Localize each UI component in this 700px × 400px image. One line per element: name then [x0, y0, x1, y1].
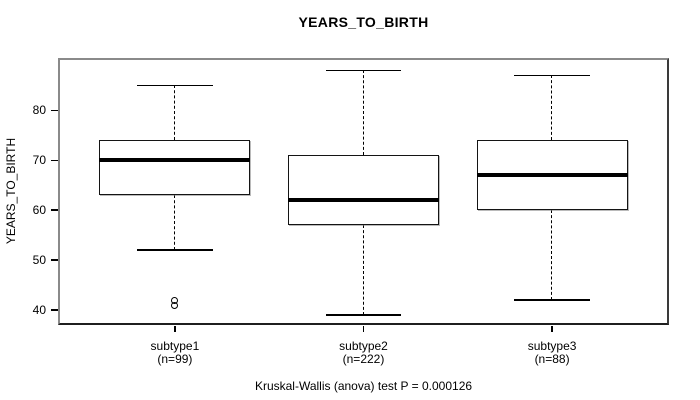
stat-test-caption: Kruskal-Wallis (anova) test P = 0.000126	[254, 379, 473, 393]
x-group-label: subtype3 (n=88)	[477, 340, 627, 366]
upper-whisker-line	[174, 85, 176, 141]
iqr-box	[99, 140, 251, 196]
y-tick-mark	[51, 159, 58, 162]
x-tick-mark	[551, 326, 553, 332]
group-n-count: (n=99)	[157, 352, 193, 366]
outlier-point	[171, 301, 179, 309]
y-tick-label: 40	[32, 303, 46, 318]
lower-whisker-line	[362, 225, 364, 315]
chart-title: YEARS_TO_BIRTH	[298, 14, 429, 30]
y-tick-mark	[51, 109, 58, 112]
y-tick-label: 50	[32, 253, 46, 268]
group-name: subtype1	[150, 339, 200, 353]
group-name: subtype2	[339, 339, 388, 353]
y-tick-mark	[51, 209, 58, 211]
y-tick-mark	[51, 259, 58, 261]
upper-whisker-line	[362, 70, 364, 156]
lower-whisker-cap	[325, 314, 402, 316]
x-tick-mark	[362, 326, 365, 332]
median-line	[476, 173, 628, 178]
y-tick-label: 70	[32, 153, 46, 168]
group-n-count: (n=222)	[342, 352, 385, 366]
median-line	[288, 198, 439, 203]
upper-whisker-cap	[137, 84, 213, 87]
group-name: subtype3	[527, 339, 577, 353]
x-tick-mark	[174, 326, 176, 332]
x-group-label: subtype1 (n=99)	[100, 340, 250, 366]
iqr-box	[288, 155, 439, 226]
upper-whisker-cap	[514, 74, 590, 77]
lower-whisker-cap	[514, 299, 590, 301]
upper-whisker-line	[551, 75, 553, 141]
y-tick-mark	[51, 309, 58, 311]
lower-whisker-line	[551, 210, 553, 301]
lower-whisker-cap	[137, 249, 213, 251]
group-n-count: (n=88)	[534, 352, 570, 366]
lower-whisker-line	[174, 195, 176, 251]
y-tick-label: 60	[32, 203, 46, 218]
x-group-label: subtype2 (n=222)	[289, 340, 439, 366]
y-tick-label: 80	[32, 103, 46, 118]
upper-whisker-cap	[325, 69, 402, 72]
median-line	[99, 158, 251, 163]
